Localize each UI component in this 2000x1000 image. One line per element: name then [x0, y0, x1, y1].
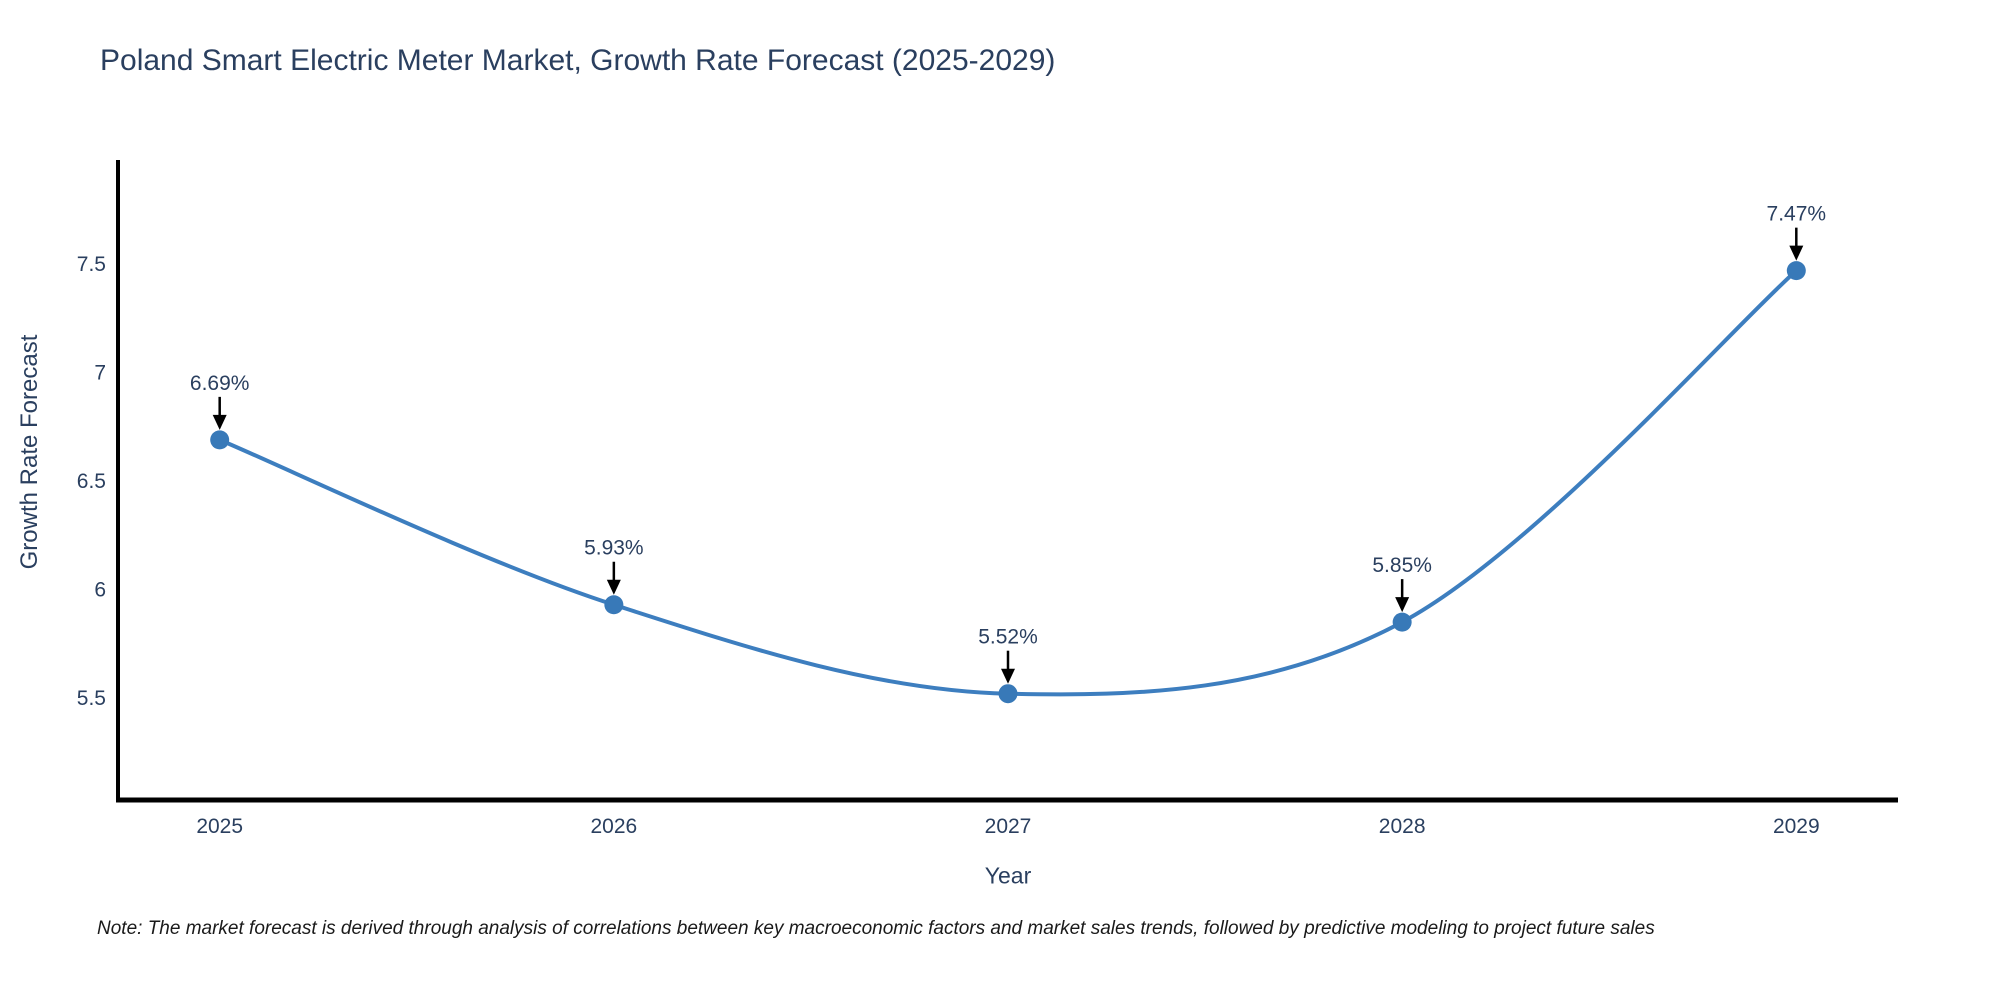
x-tick-label: 2026	[590, 815, 637, 838]
footnote: Note: The market forecast is derived thr…	[97, 918, 1655, 939]
y-axis-title: Growth Rate Forecast	[16, 334, 43, 570]
data-point-label: 5.93%	[584, 537, 644, 560]
data-point-marker[interactable]	[998, 684, 1018, 704]
data-point-label: 5.52%	[978, 626, 1038, 649]
annotation-arrowhead-icon	[606, 579, 621, 595]
annotation-arrowhead-icon	[212, 414, 227, 430]
annotation-arrowhead-icon	[1395, 597, 1410, 613]
x-tick-label: 2025	[196, 815, 243, 838]
forecast-line	[218, 269, 1798, 697]
data-point-label: 5.85%	[1372, 554, 1432, 577]
y-tick-label: 7	[94, 362, 106, 385]
y-tick-label: 7.5	[77, 253, 106, 276]
x-tick-label: 2028	[1379, 815, 1426, 838]
chart-title: Poland Smart Electric Meter Market, Grow…	[100, 44, 1056, 77]
y-tick-label: 6	[94, 579, 106, 602]
y-tick-label: 5.5	[77, 687, 106, 710]
x-tick-label: 2029	[1773, 815, 1820, 838]
data-point-marker[interactable]	[210, 430, 230, 450]
data-point-label: 6.69%	[190, 372, 250, 395]
data-point-label: 7.47%	[1767, 203, 1827, 226]
annotation-arrowhead-icon	[1789, 245, 1804, 261]
x-tick-label: 2027	[985, 815, 1032, 838]
y-tick-label: 6.5	[77, 470, 106, 493]
data-point-marker[interactable]	[1786, 261, 1806, 281]
annotation-arrowhead-icon	[1001, 668, 1015, 684]
x-axis-title: Year	[984, 862, 1032, 889]
data-point-marker[interactable]	[604, 595, 624, 615]
data-point-marker[interactable]	[1392, 612, 1412, 632]
